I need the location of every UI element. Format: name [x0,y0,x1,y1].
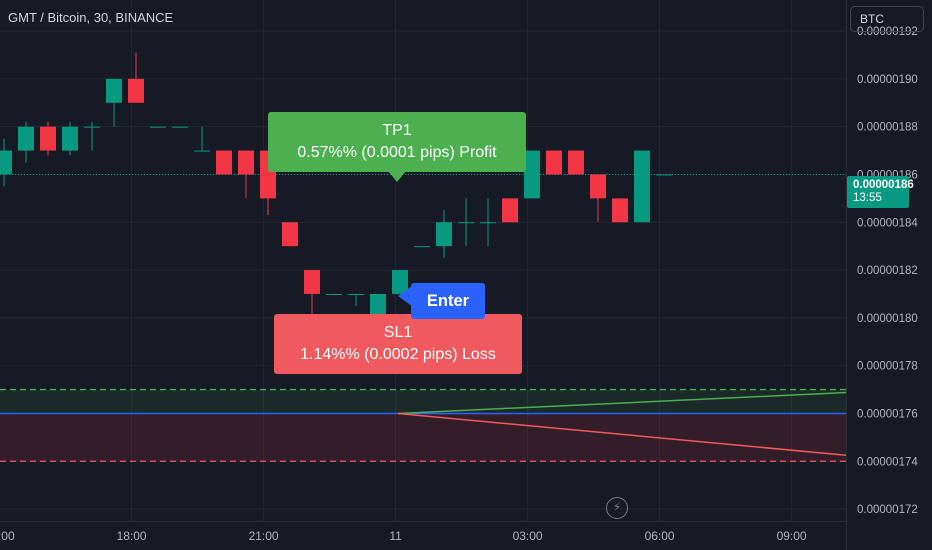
price-tick-label: 0.00000180 [857,313,918,325]
enter-callout-pointer [398,286,412,306]
candle-body [480,222,496,224]
profit-projection-line [397,391,847,415]
tp1-title: TP1 [382,122,412,139]
tp1-callout-pointer [388,171,406,182]
enter-callout[interactable]: Enter [411,283,485,319]
time-tick-label: 11 [389,529,402,543]
position-zones [0,173,847,462]
price-tick-label: 0.00000192 [857,26,918,38]
candle-body [150,126,166,128]
time-tick-label: 18:00 [117,529,147,543]
price-tick-label: 0.00000172 [857,504,918,516]
time-tick-label: 06:00 [645,529,675,543]
candle-body [282,222,298,247]
last-price-value: 0.00000186 [853,179,914,191]
candle-body [634,150,650,223]
candle-body [612,198,628,223]
candle-body [238,150,254,175]
candle-body [348,293,364,295]
price-axis[interactable]: 0.000001920.000001900.000001880.00000186… [857,26,918,516]
loss-projection-line [397,412,847,457]
price-tick-label: 0.00000178 [857,361,918,373]
candle-body [568,150,584,175]
time-tick-label: 03:00 [513,529,543,543]
candle-body [502,198,518,223]
sl1-title: SL1 [383,324,413,341]
loss-zone [0,413,846,462]
lightning-icon[interactable]: ⚡ [606,497,628,519]
candle-body [106,78,122,103]
candle-body [436,222,452,247]
candle-body [326,293,342,295]
candle-body [392,270,408,294]
currency-button[interactable]: BTC [850,6,924,32]
candle-body [40,126,56,151]
time-tick-label: 15:00 [0,529,15,543]
enter-label: Enter [426,292,470,310]
candle-body [370,293,386,318]
candle-body [546,150,562,175]
time-axis[interactable]: 15:00 18:00 21:00 11 03:00 06:00 09:00 [0,529,807,543]
tp1-callout[interactable]: TP1 0.57%% (0.0001 pips) Profit [268,112,526,172]
sl1-callout[interactable]: SL1 1.14%% (0.0002 pips) Loss [274,314,522,374]
candle-body [414,246,430,248]
candle-body [216,150,232,175]
profit-zone [0,389,846,414]
candle-body [590,174,606,199]
symbol-title: GMT / Bitcoin, 30, BINANCE [8,10,174,25]
candle-body [524,150,540,199]
candle-body [0,150,12,175]
price-tick-label: 0.00000182 [857,265,918,277]
time-tick-label: 21:00 [249,529,279,543]
candle-body [458,222,474,224]
candle-body [62,126,78,151]
price-tick-label: 0.00000184 [857,217,918,229]
candle-body [194,150,210,152]
grid [0,0,847,550]
last-price-badge: 0.00000186 13:55 [847,176,914,208]
price-tick-label: 0.00000176 [857,408,918,420]
price-tick-label: 0.00000188 [857,122,918,134]
candle-body [18,126,34,151]
candle-body [304,270,320,294]
candle-body [84,126,100,128]
sl1-text: 1.14%% (0.0002 pips) Loss [300,346,496,363]
price-tick-label: 0.00000190 [857,74,918,86]
time-tick-label: 09:00 [777,529,807,543]
tp1-text: 0.57%% (0.0001 pips) Profit [297,144,497,161]
candle-body [656,174,672,176]
candle-body [128,78,144,103]
candles [0,52,672,366]
candle-body [172,126,188,128]
price-tick-label: 0.00000174 [857,456,918,468]
bar-countdown: 13:55 [853,192,882,204]
